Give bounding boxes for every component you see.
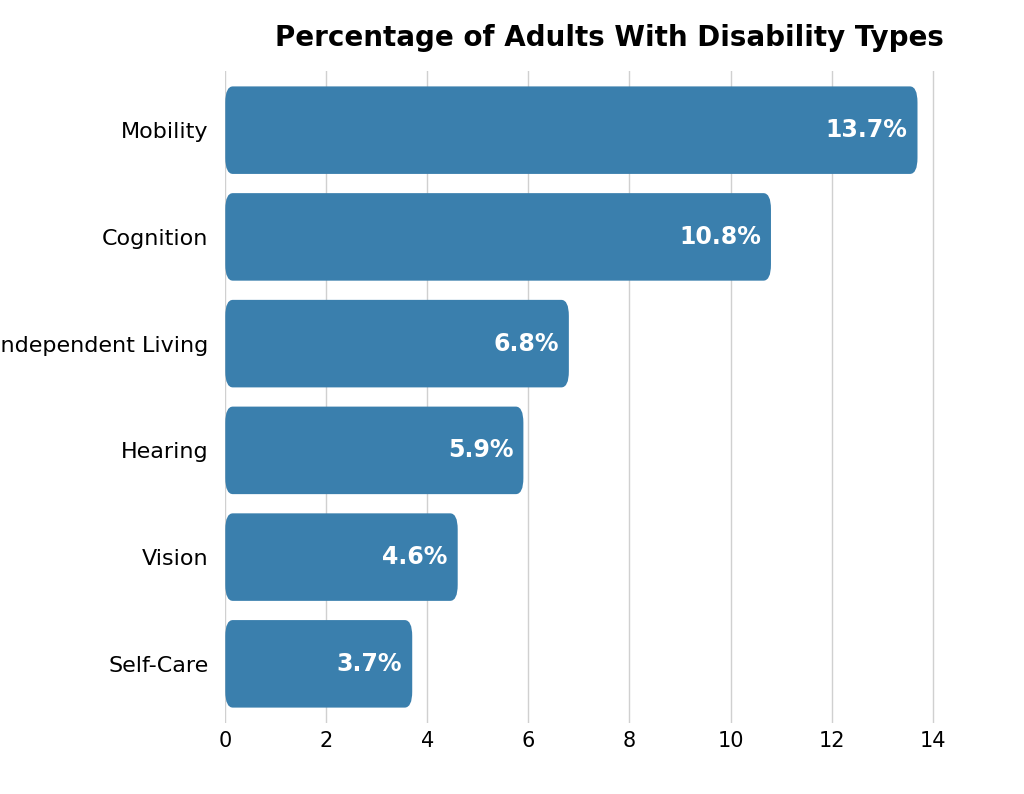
Text: 10.8%: 10.8%: [679, 225, 761, 249]
FancyBboxPatch shape: [225, 193, 771, 280]
Text: 13.7%: 13.7%: [825, 118, 907, 142]
Text: 6.8%: 6.8%: [494, 332, 559, 356]
FancyBboxPatch shape: [225, 620, 413, 707]
Title: Percentage of Adults With Disability Types: Percentage of Adults With Disability Typ…: [274, 25, 944, 52]
FancyBboxPatch shape: [225, 87, 918, 174]
FancyBboxPatch shape: [225, 300, 569, 387]
FancyBboxPatch shape: [225, 514, 458, 601]
Text: 4.6%: 4.6%: [382, 545, 447, 569]
FancyBboxPatch shape: [225, 407, 523, 494]
Text: 3.7%: 3.7%: [337, 652, 402, 676]
Text: 5.9%: 5.9%: [447, 438, 513, 462]
